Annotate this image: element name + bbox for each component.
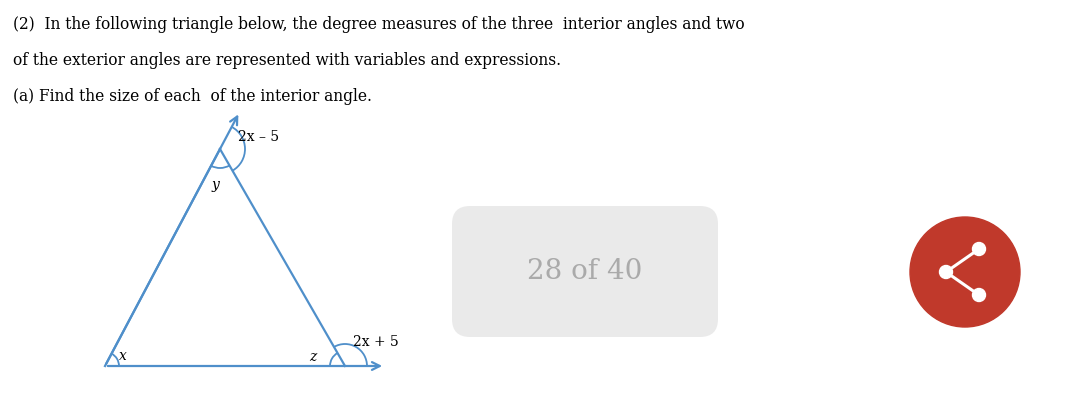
Text: 2x + 5: 2x + 5	[353, 335, 399, 349]
FancyBboxPatch shape	[453, 206, 718, 337]
Text: x: x	[119, 349, 126, 363]
Text: y: y	[212, 178, 220, 192]
Text: z: z	[309, 350, 316, 364]
Circle shape	[972, 242, 986, 255]
Circle shape	[972, 288, 986, 301]
Text: (a) Find the size of each  of the interior angle.: (a) Find the size of each of the interio…	[13, 88, 372, 105]
Text: of the exterior angles are represented with variables and expressions.: of the exterior angles are represented w…	[13, 52, 562, 69]
Text: 28 of 40: 28 of 40	[527, 258, 643, 285]
Circle shape	[910, 217, 1020, 327]
Circle shape	[940, 265, 953, 278]
Text: 2x – 5: 2x – 5	[238, 130, 279, 144]
Text: (2)  In the following triangle below, the degree measures of the three  interior: (2) In the following triangle below, the…	[13, 16, 744, 33]
